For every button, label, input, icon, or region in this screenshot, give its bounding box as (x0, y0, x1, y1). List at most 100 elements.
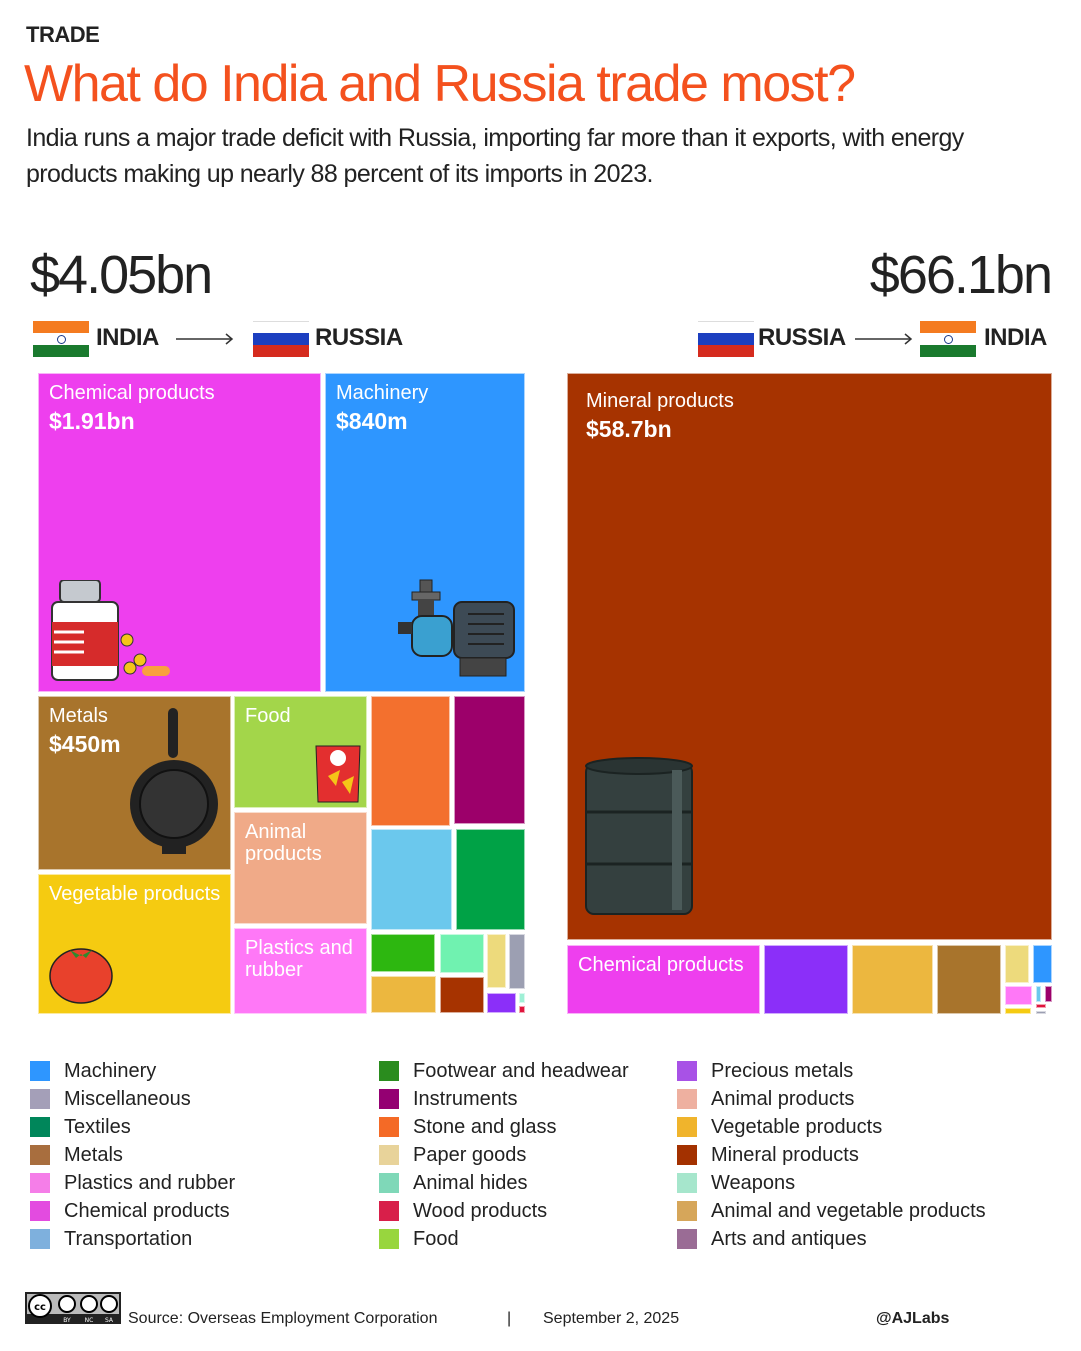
treemap-cell-weapons (519, 993, 525, 1003)
treemap-cell-chemical-products: Chemical products $1.91bn (38, 373, 321, 692)
legend-label: Mineral products (711, 1143, 859, 1166)
legend-swatch (379, 1061, 399, 1081)
water-pump-icon (398, 579, 515, 677)
cell-label: Plastics and rubber (245, 937, 353, 981)
russia-flag-icon (698, 321, 754, 357)
cell-label: Chemical products (49, 382, 215, 404)
legend-swatch (30, 1201, 50, 1221)
treemap-cell-precious-metals (487, 993, 516, 1013)
medicine-bottle-icon (51, 580, 170, 681)
legend-item: Animal and vegetable products (677, 1197, 986, 1225)
legend-label: Transportation (64, 1227, 193, 1250)
treemap-cell-instruments (1045, 986, 1052, 1002)
source-text: Source: Overseas Employment Corporation (128, 1310, 438, 1327)
treemap-cell-mineral-products (440, 977, 484, 1013)
legend-item: Animal products (677, 1085, 854, 1113)
legend-label: Chemical products (64, 1199, 230, 1222)
treemap-cell-precious-metals (764, 945, 848, 1014)
legend-swatch (677, 1229, 697, 1249)
cell-label: Mineral products (586, 390, 734, 412)
india-exports-total: $4.05bn (30, 245, 213, 305)
treemap-cell-paper-goods (1005, 945, 1029, 983)
legend-swatch (379, 1089, 399, 1109)
legend-item: Mineral products (677, 1141, 859, 1169)
treemap-cell-machinery (1033, 945, 1052, 983)
cell-label: Chemical products (578, 954, 744, 976)
treemap-cell-animal-and-vegetable-products (852, 945, 933, 1014)
legend-swatch (30, 1173, 50, 1193)
cell-label: Vegetable products (49, 883, 221, 905)
cell-label: Food (245, 705, 291, 727)
cell-value: $58.7bn (586, 416, 672, 442)
svg-text:SA: SA (105, 1317, 114, 1324)
legend-item: Stone and glass (379, 1113, 556, 1141)
creative-commons-license-icon: cc BY NC SA (25, 1292, 121, 1324)
legend-item: Weapons (677, 1169, 795, 1197)
legend-label: Textiles (64, 1115, 131, 1138)
russia-flag-icon (253, 321, 309, 357)
oil-barrel-icon (585, 757, 693, 915)
russia-exports-total: $66.1bn (869, 245, 1053, 305)
treemap-cell-stone-and-glass (371, 696, 450, 826)
treemap-cell-animal-and-vegetable-products (371, 976, 436, 1013)
legend-label: Instruments (413, 1087, 518, 1110)
treemap-cell-miscellaneous (1036, 1011, 1046, 1014)
footer-separator: | (507, 1310, 512, 1327)
legend-swatch (30, 1061, 50, 1081)
legend-swatch (379, 1145, 399, 1165)
legend-item: Vegetable products (677, 1113, 882, 1141)
treemap-cell-transportation (1036, 986, 1041, 1002)
to-country-left: RUSSIA (315, 324, 403, 351)
arrow-right-icon (176, 333, 234, 345)
kicker: TRADE (26, 22, 100, 47)
treemap-cell-footwear-and-headwear (371, 934, 435, 972)
legend-swatch (677, 1089, 697, 1109)
to-country-right: INDIA (984, 324, 1047, 351)
frying-pan-icon (130, 708, 218, 854)
treemap-cell-animal-products: Animal products (234, 812, 367, 924)
treemap-cell-plastics-and-rubber: Plastics and rubber (234, 928, 367, 1014)
legend-item: Footwear and headwear (379, 1057, 629, 1085)
legend-label: Animal products (711, 1087, 855, 1110)
cell-value: $450m (49, 731, 121, 757)
legend-item: Machinery (30, 1057, 156, 1085)
cell-value: $840m (336, 408, 408, 434)
svg-text:BY: BY (63, 1317, 71, 1324)
legend-item: Chemical products (30, 1197, 230, 1225)
treemap-cell-metals (937, 945, 1001, 1014)
arrow-right-icon (855, 333, 913, 345)
cell-label: Machinery (336, 382, 429, 404)
treemap-cell-metals: Metals $450m (38, 696, 231, 870)
legend-swatch (677, 1061, 697, 1081)
legend-label: Stone and glass (413, 1115, 557, 1138)
legend-label: Vegetable products (711, 1115, 883, 1138)
legend-item: Transportation (30, 1225, 192, 1253)
legend-swatch (379, 1117, 399, 1137)
legend-item: Paper goods (379, 1141, 526, 1169)
legend-label: Precious metals (711, 1059, 854, 1082)
legend-label: Wood products (413, 1199, 548, 1222)
legend-swatch (677, 1117, 697, 1137)
chips-bag-icon (315, 745, 361, 803)
treemap-cell-animal-hides (440, 934, 484, 973)
legend-item: Miscellaneous (30, 1085, 191, 1113)
legend-label: Animal and vegetable products (711, 1199, 986, 1222)
cell-value: $1.91bn (49, 408, 135, 434)
legend-label: Paper goods (413, 1143, 527, 1166)
page-title: What do India and Russia trade most? (24, 55, 856, 113)
legend-item: Precious metals (677, 1057, 853, 1085)
treemap-cell-chemical-products: Chemical products (567, 945, 760, 1014)
legend-item: Metals (30, 1141, 123, 1169)
legend-item: Instruments (379, 1085, 517, 1113)
cell-label: Metals (49, 705, 108, 727)
svg-text:NC: NC (85, 1317, 94, 1324)
legend-swatch (30, 1145, 50, 1165)
legend-swatch (379, 1201, 399, 1221)
legend-label: Miscellaneous (64, 1087, 191, 1110)
legend-label: Plastics and rubber (64, 1171, 236, 1194)
legend-item: Arts and antiques (677, 1225, 867, 1253)
cell-label: Animal products (245, 821, 322, 865)
treemap-cell-wood-products (519, 1006, 525, 1013)
from-country-right: RUSSIA (758, 324, 846, 351)
treemap-cell-vegetable-products (1005, 1008, 1031, 1014)
